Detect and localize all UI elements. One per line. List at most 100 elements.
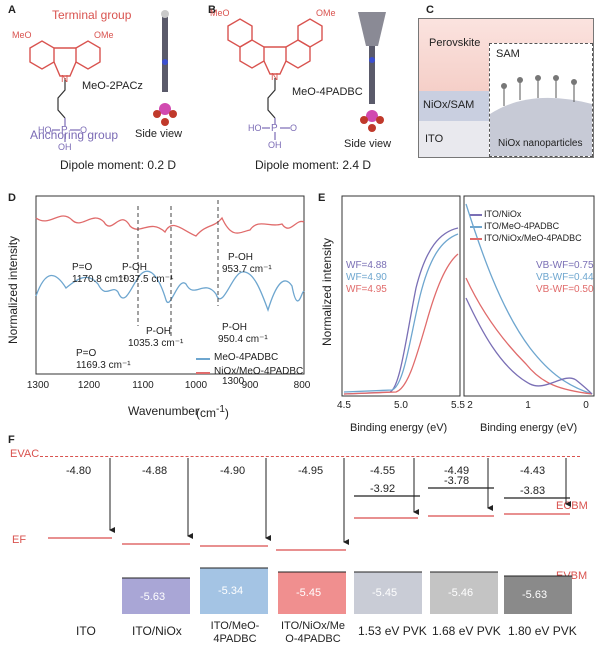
legend-e-swatch-2 (470, 226, 482, 228)
meo-4padbc-name: MeO-4PADBC (292, 86, 363, 98)
tick-e-r2: 0 (583, 400, 589, 411)
legend-d-2: NiOx/MeO-4PADBC (214, 366, 304, 377)
tick-e-l1: 5.0 (394, 400, 408, 411)
meo-4padbc-trace (35, 270, 305, 313)
dipole-a: Dipole moment: 0.2 D (60, 158, 177, 172)
peak-top-1-value: 1170.8 cm⁻¹ (72, 274, 127, 285)
vb-trace-red (465, 277, 593, 395)
d-ylabel: Normalized intensity (6, 235, 20, 344)
panel-d-label: D (8, 192, 16, 204)
peak-bottom-2-name: P-OH (146, 326, 171, 337)
ups-chart: 4.5 5.0 5.5 2 1 0 (337, 195, 595, 411)
ome-text-a: OMe (94, 30, 114, 40)
peak-top-2-name: P-OH (122, 262, 147, 273)
ecbm-label: ECBM (556, 500, 588, 512)
legend-d-1: MeO-4PADBC (214, 352, 279, 363)
ho-text-a: HO (38, 125, 52, 135)
e-xlabel-right: Binding energy (eV) (480, 422, 578, 434)
peak-bottom-3-name: P-OH (222, 322, 247, 333)
tick-e-r0: 2 (467, 400, 473, 411)
meo-4padbc-structure: MeO OMe N P O HO OH (210, 8, 336, 150)
col-label-2: ITO/MeO-4PADBC (210, 620, 260, 645)
vbm-text-6: -5.63 (522, 589, 547, 601)
vb-trace-purple (465, 297, 593, 395)
meo-2pacz-structure: MeO OMe N P O HO OH (12, 30, 114, 150)
vbwf-value-1: VB-WF=0.75 (536, 260, 594, 271)
vbm-text-5: -5.46 (448, 587, 473, 599)
wf-text-6: -4.43 (520, 465, 545, 477)
anchoring-group-label: Anchoring group (30, 128, 119, 142)
cbm-text-6: -3.83 (520, 485, 545, 497)
legend-e-2: ITO/MeO-4PADBC (484, 221, 560, 231)
n-text-b: N (271, 72, 278, 83)
wf-trace-ito-nio (343, 227, 459, 395)
zoom-inset: SAM NiOx nanoparticles (489, 43, 593, 157)
wf-text-5: -4.49 (444, 465, 469, 477)
legend-e-1: ITO/NiOx (484, 209, 522, 219)
o-text-a: O (80, 125, 87, 135)
vbwf-value-3: VB-WF=0.50 (536, 284, 594, 295)
meo-2pacz-side-view (153, 10, 177, 126)
vbm-block-4 (354, 572, 422, 614)
vbm-block-6 (504, 576, 572, 614)
peak-bottom-2-value: 1035.3 cm⁻¹ (128, 338, 184, 349)
d-xlabel: Wavenumber (128, 404, 199, 418)
col-label-1: ITO/NiOx (132, 624, 182, 638)
vbm-block-5 (430, 572, 498, 614)
ftir-chart: 1300 1300 1200 1100 1000 900 800 (27, 195, 310, 391)
panel-e-label: E (318, 192, 326, 204)
e-ylabel: Normalized intensity (320, 237, 334, 346)
terminal-group-label: Terminal group (52, 8, 132, 22)
p-text-b: P (271, 123, 278, 134)
ftir-frame (35, 195, 305, 375)
peak-bottom-1-name: P=O (76, 348, 97, 359)
ito-label: ITO (425, 133, 444, 145)
vbm-block-2 (200, 568, 268, 614)
tick-e-l2: 5.5 (451, 400, 465, 411)
col-label-3: ITO/NiOx/MeO-4PADBC (281, 620, 345, 645)
peak-top-1-name: P=O (72, 262, 93, 273)
col-label-5: 1.68 eV PVK (432, 624, 501, 638)
wf-text-2: -4.90 (220, 465, 245, 477)
meo-2pacz-name: MeO-2PACz (82, 80, 143, 92)
cbm-text-4: -3.92 (370, 483, 395, 495)
evac-label: EVAC (10, 448, 40, 460)
col-label-6: 1.80 eV PVK (508, 624, 577, 638)
legend-swatch-red (196, 372, 210, 374)
wf-text-1: -4.88 (142, 465, 167, 477)
panel-f-label: F (8, 434, 15, 446)
cbm-text-5: -3.78 (444, 475, 469, 487)
device-schematic: Perovskite NiOx/SAM ITO SAM NiOx nanopar… (418, 18, 594, 158)
e-xlabel-left: Binding energy (eV) (350, 422, 448, 434)
o-text-b: O (290, 123, 297, 133)
tick-1300: 1300 (222, 376, 245, 387)
panel-a-label: A (8, 4, 16, 16)
peak-top-3-value: 953.7 cm⁻¹ (222, 264, 272, 275)
vbm-text-3: -5.45 (296, 587, 321, 599)
wf-value-1: WF=4.88 (346, 260, 387, 271)
wf-text-4: -4.55 (370, 465, 395, 477)
sam-label: SAM (496, 48, 520, 60)
tick-d-2: 1100 (132, 380, 154, 391)
energy-diagram: -4.80 -4.88 -4.90 -4.95 -4.55 -4.49 -4.4… (48, 458, 572, 614)
tick-d-0: 1300 (27, 380, 50, 391)
meo-4padbc-side-view (358, 12, 386, 132)
ups-frame-left (341, 195, 461, 397)
nanoparticles-label: NiOx nanoparticles (498, 138, 583, 149)
vbm-block-3 (278, 572, 346, 614)
vbm-text-4: -5.45 (372, 587, 397, 599)
tick-d-4: 900 (242, 380, 259, 391)
wf-value-3: WF=4.95 (346, 284, 387, 295)
vbm-text-2: -5.34 (218, 585, 243, 597)
wf-trace-ito-meo (343, 233, 459, 393)
wf-text-0: -4.80 (66, 465, 91, 477)
nanoparticle-illustration (490, 75, 592, 156)
ome-text-b: OMe (316, 8, 336, 18)
tick-e-l0: 4.5 (337, 400, 351, 411)
p-text-a: P (61, 125, 68, 136)
vb-trace-blue (465, 203, 593, 395)
ho-text-b: HO (248, 123, 262, 133)
dipole-b: Dipole moment: 2.4 D (255, 158, 372, 172)
ef-label: EF (12, 534, 27, 546)
tick-d-5: 800 (294, 380, 310, 391)
